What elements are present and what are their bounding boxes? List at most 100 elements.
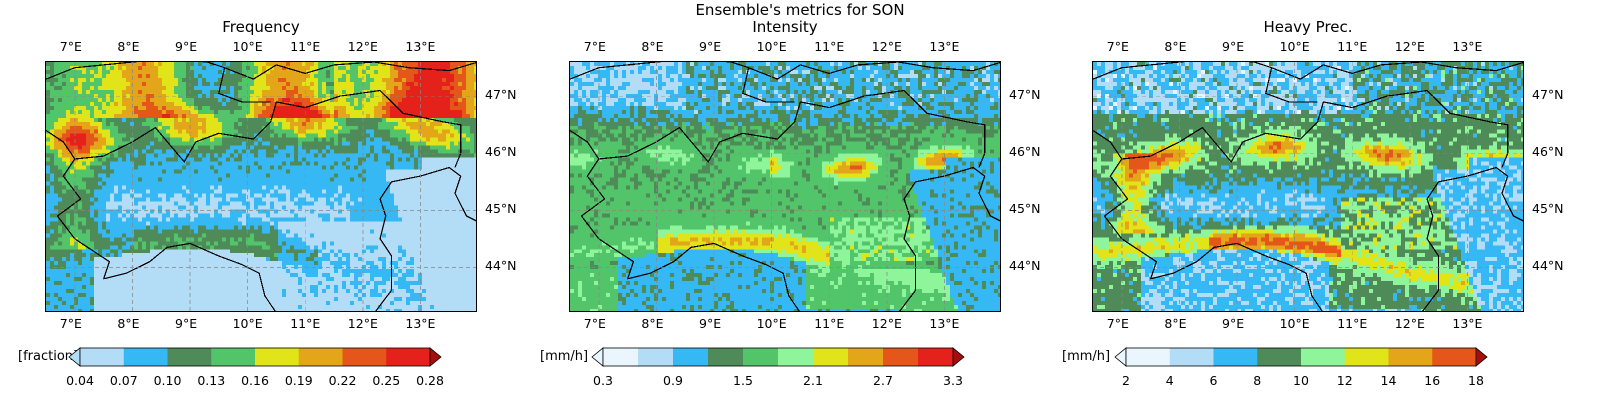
heatmap-cell [286,229,291,234]
heatmap-cell [166,197,171,203]
heatmap-cell [126,177,131,183]
heatmap-cell [206,157,211,163]
heatmap-cell [90,93,95,99]
heatmap-cell [98,185,103,191]
heatmap-cell [290,113,295,119]
heatmap-cell [78,237,83,242]
heatmap-cell [474,241,476,246]
heatmap-cell [58,197,63,203]
heatmap-cell [406,233,411,238]
heatmap-cell [286,221,291,226]
heatmap-cell [390,65,395,71]
heatmap-cell [62,213,67,218]
heatmap-cell [282,85,287,91]
heatmap-cell [414,149,419,155]
heatmap-cell [410,213,415,218]
heatmap-cell [246,189,251,195]
heatmap-cell [94,133,99,139]
heatmap-cell [126,109,131,115]
heatmap-cell [70,93,75,99]
heatmap-cell [298,73,303,79]
heatmap-cell [330,109,335,115]
heatmap-cell [358,161,363,167]
heatmap-cell [126,185,131,191]
heatmap-cell [434,209,439,214]
heatmap-cell [286,209,291,214]
heatmap-cell [234,62,239,67]
heatmap-cell [362,189,367,195]
heatmap-cell [278,217,283,222]
heatmap-cell [358,181,363,187]
heatmap-cell [74,97,79,103]
heatmap-cell [182,93,187,99]
heatmap-cell [374,157,379,163]
heatmap-cell [438,209,443,214]
heatmap-cell [370,85,375,91]
heatmap-cell [362,97,367,103]
heatmap-cell [226,65,231,71]
heatmap-cell [210,149,215,155]
heatmap-cell [182,125,187,131]
heatmap-cell [70,109,75,115]
heatmap-cell [86,117,91,123]
heatmap-cell [62,217,67,222]
heatmap-cell [122,113,127,119]
heatmap-cell [386,105,391,111]
heatmap-cell [98,201,103,207]
heatmap-cell [198,153,203,159]
heatmap-cell [110,145,115,151]
heatmap-cell [230,229,235,234]
heatmap-cell [382,69,387,75]
heatmap-cell [442,161,447,167]
heatmap-cell [450,237,455,242]
heatmap-cell [210,173,215,179]
heatmap-cell [378,121,383,127]
heatmap-cell [374,105,379,111]
heatmap-cell [110,245,115,250]
heatmap-cell [398,213,403,218]
heatmap-cell [146,169,151,175]
heatmap-cell [398,85,403,91]
heatmap-cell [122,89,127,95]
heatmap-cell [102,165,107,171]
heatmap-cell [246,225,251,230]
heatmap-cell [138,205,143,211]
heatmap-cell [474,145,476,151]
heatmap-cell [318,213,323,218]
heatmap-cell [158,81,163,87]
heatmap-cell [306,133,311,139]
heatmap-cell [202,201,207,207]
heatmap-cell [458,69,463,75]
heatmap-cell [298,177,303,183]
heatmap-cell [150,225,155,230]
heatmap-cell [178,185,183,191]
heatmap-cell [226,137,231,143]
heatmap-cell [158,197,163,203]
heatmap-cell [246,237,251,242]
heatmap-cell [206,185,211,191]
heatmap-cell [258,62,263,67]
heatmap-cell [446,201,451,207]
heatmap-cell [426,205,431,211]
heatmap-cell [162,161,167,167]
heatmap-cell [370,145,375,151]
heatmap-cell [246,81,251,87]
heatmap-cell [442,73,447,79]
heatmap-cell [362,201,367,207]
heatmap-cell [170,201,175,207]
heatmap-cell [338,85,343,91]
heatmap-cell [226,185,231,191]
heatmap-cell [94,129,99,135]
heatmap-cell [342,105,347,111]
heatmap-cell [234,109,239,115]
heatmap-cell [118,173,123,179]
heatmap-cell [126,137,131,143]
heatmap-cell [82,117,87,123]
heatmap-cell [426,213,431,218]
heatmap-cell [170,189,175,195]
heatmap-cell [102,241,107,246]
heatmap-cell [238,113,243,119]
heatmap-cell [314,125,319,131]
heatmap-cell [138,209,143,214]
heatmap-cell [86,121,91,127]
